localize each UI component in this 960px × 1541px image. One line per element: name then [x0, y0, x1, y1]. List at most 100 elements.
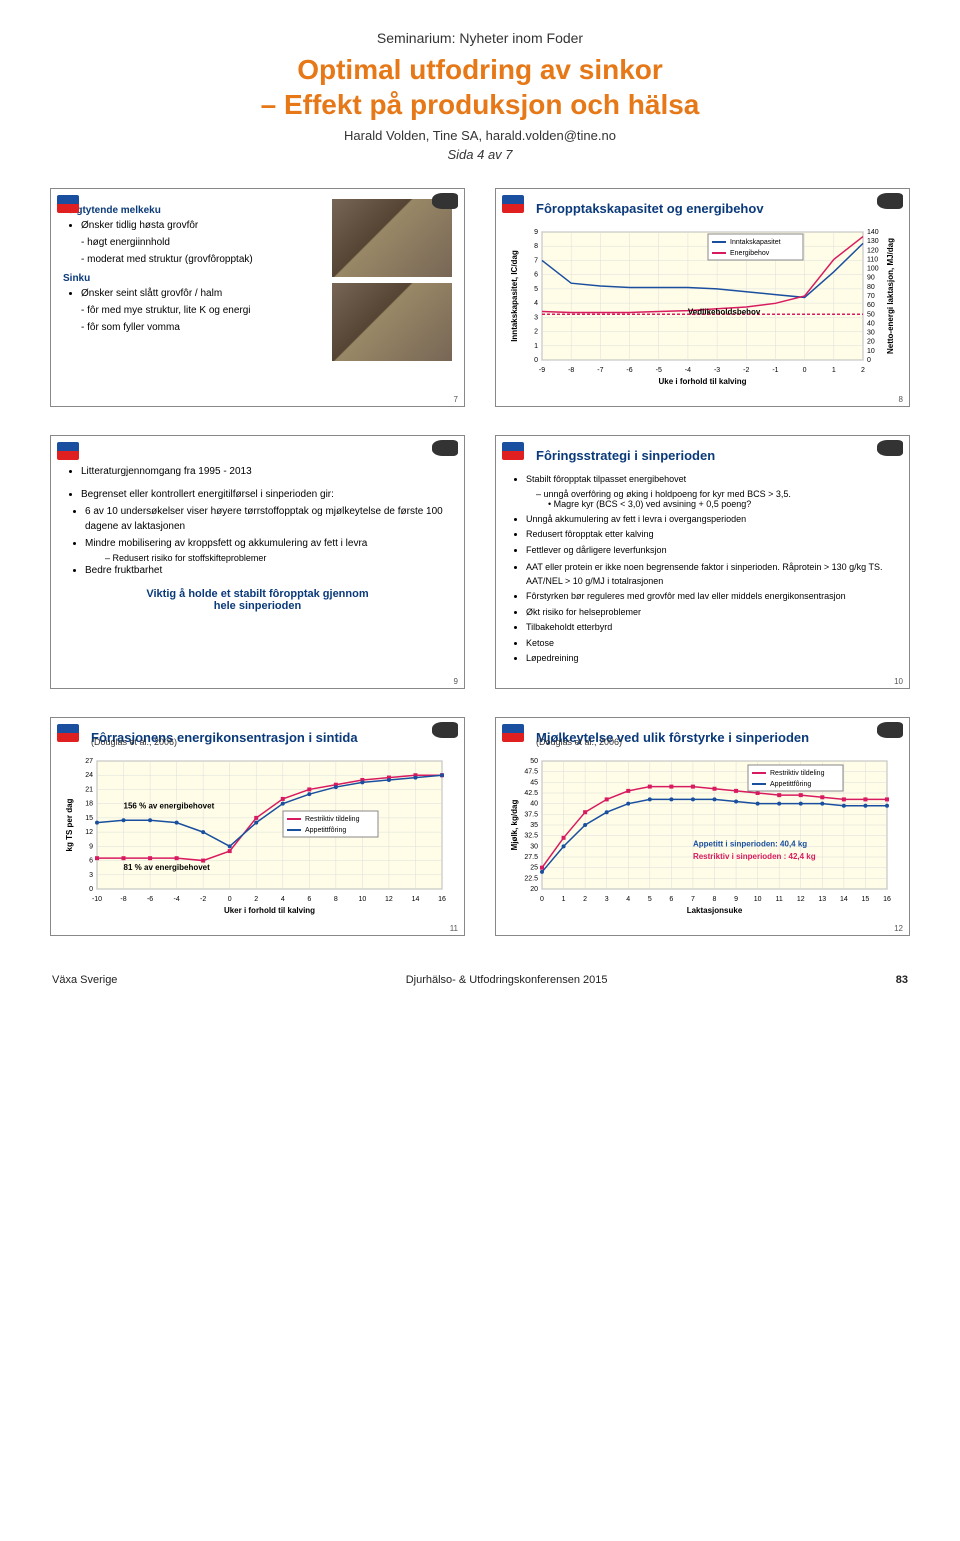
- s10-b2s: Redusert fôropptak etter kalving Fettlev…: [508, 528, 897, 557]
- slide-num-9: 9: [454, 677, 458, 686]
- svg-text:10: 10: [867, 348, 875, 355]
- svg-text:27: 27: [85, 758, 93, 765]
- svg-text:8: 8: [334, 896, 338, 903]
- svg-text:13: 13: [818, 896, 826, 903]
- svg-text:100: 100: [867, 266, 879, 273]
- svg-text:Inntakskapasitet: Inntakskapasitet: [730, 239, 781, 246]
- svg-text:-6: -6: [147, 896, 153, 903]
- cow-icon: [432, 193, 458, 209]
- s10-b5: Økt risiko for helseproblemer: [526, 606, 897, 620]
- footer-left: Växa Sverige: [52, 974, 117, 986]
- s7-l1-0: Ønsker tidlig høsta grovfôr: [81, 218, 322, 233]
- s10-b4: Fôrstyrken bør reguleres med grovfôr med…: [526, 590, 897, 604]
- svg-text:2: 2: [861, 367, 865, 374]
- svg-text:-7: -7: [597, 367, 603, 374]
- svg-text:18: 18: [85, 800, 93, 807]
- s10-b5s0: Tilbakeholdt etterbyrd: [526, 621, 897, 635]
- svg-text:0: 0: [228, 896, 232, 903]
- svg-text:12: 12: [797, 896, 805, 903]
- svg-text:-10: -10: [92, 896, 102, 903]
- svg-text:Laktasjonsuke: Laktasjonsuke: [687, 906, 743, 915]
- s10-b3: AAT eller protein er ikke noen begrensen…: [526, 561, 897, 588]
- svg-text:2: 2: [254, 896, 258, 903]
- svg-text:7: 7: [534, 257, 538, 264]
- svg-text:4: 4: [626, 896, 630, 903]
- slide-12: Mjølkeytelse ved ulik fôrstyrke i sinper…: [495, 717, 910, 936]
- svg-text:35: 35: [530, 822, 538, 829]
- svg-text:1: 1: [534, 343, 538, 350]
- svg-text:1: 1: [562, 896, 566, 903]
- s9-emph1: Viktig å holde et stabilt fôropptak gjen…: [146, 588, 368, 600]
- s10-list3: AAT eller protein er ikke noen begrensen…: [508, 561, 897, 619]
- svg-text:25: 25: [530, 864, 538, 871]
- s9-emph: Viktig å holde et stabilt fôropptak gjen…: [63, 588, 452, 612]
- svg-text:0: 0: [534, 357, 538, 364]
- svg-text:27.5: 27.5: [524, 854, 538, 861]
- cow-icon: [432, 722, 458, 738]
- svg-text:24: 24: [85, 772, 93, 779]
- svg-text:0: 0: [89, 886, 93, 893]
- s10-title: Fôringsstrategi i sinperioden: [536, 448, 897, 463]
- svg-text:47.5: 47.5: [524, 768, 538, 775]
- svg-text:130: 130: [867, 238, 879, 245]
- tine-logo-icon: [502, 724, 524, 742]
- svg-text:3: 3: [89, 871, 93, 878]
- svg-text:-3: -3: [714, 367, 720, 374]
- svg-text:0: 0: [540, 896, 544, 903]
- author-line: Harald Volden, Tine SA, harald.volden@ti…: [50, 128, 910, 143]
- footer-page-number: 83: [896, 974, 908, 986]
- svg-text:15: 15: [862, 896, 870, 903]
- svg-text:Restriktiv tildeling: Restriktiv tildeling: [305, 816, 360, 823]
- svg-text:20: 20: [867, 339, 875, 346]
- svg-text:3: 3: [605, 896, 609, 903]
- svg-text:16: 16: [438, 896, 446, 903]
- svg-text:9: 9: [89, 843, 93, 850]
- svg-text:120: 120: [867, 247, 879, 254]
- svg-text:2: 2: [583, 896, 587, 903]
- slide-10: Fôringsstrategi i sinperioden Stabilt fô…: [495, 435, 910, 689]
- svg-text:5: 5: [648, 896, 652, 903]
- svg-text:kg TS per dag: kg TS per dag: [65, 798, 74, 851]
- main-title: Optimal utfodring av sinkor – Effekt på …: [50, 52, 910, 122]
- svg-text:140: 140: [867, 229, 879, 236]
- svg-text:45: 45: [530, 779, 538, 786]
- s10-b5s1: Ketose: [526, 637, 897, 651]
- svg-text:Appetitt i sinperioden: 40,4 k: Appetitt i sinperioden: 40,4 kg: [693, 839, 807, 848]
- s7-head2: Sinku: [63, 273, 322, 284]
- slide-9: Litteraturgjennomgang fra 1995 - 2013 Be…: [50, 435, 465, 689]
- s9-b1: Litteraturgjennomgang fra 1995 - 2013: [81, 464, 452, 479]
- svg-text:81 % av energibehovet: 81 % av energibehovet: [124, 863, 211, 872]
- svg-text:40: 40: [867, 320, 875, 327]
- svg-text:-1: -1: [772, 367, 778, 374]
- svg-text:30: 30: [530, 843, 538, 850]
- svg-text:32.5: 32.5: [524, 832, 538, 839]
- svg-text:Appetittfôring: Appetittfôring: [305, 827, 346, 834]
- s9-list: Litteraturgjennomgang fra 1995 - 2013: [63, 464, 452, 479]
- svg-text:Uke i forhold til kalving: Uke i forhold til kalving: [658, 377, 746, 386]
- svg-text:50: 50: [530, 758, 538, 765]
- svg-text:6: 6: [669, 896, 673, 903]
- title-line2: – Effekt på produksjon och hälsa: [261, 89, 700, 120]
- slide-8: Fôropptakskapasitet og energibehov -9-8-…: [495, 188, 910, 407]
- s10-b1s1: – unngå overfôring og øking i holdpoeng …: [508, 489, 897, 499]
- svg-text:110: 110: [867, 256, 878, 263]
- s10-b1s2: • Magre kyr (BCS < 3,0) ved avsining + 0…: [508, 499, 897, 509]
- s9-sub: 6 av 10 undersøkelser viser høyere tørrs…: [67, 504, 452, 551]
- cow-icon: [877, 722, 903, 738]
- svg-text:15: 15: [85, 814, 93, 821]
- svg-text:1: 1: [832, 367, 836, 374]
- svg-text:20: 20: [530, 886, 538, 893]
- svg-text:9: 9: [734, 896, 738, 903]
- s7-head1: Høgtytende melkeku: [63, 205, 322, 216]
- svg-text:Inntakskapasitet, IC/dag: Inntakskapasitet, IC/dag: [510, 250, 519, 342]
- svg-text:6: 6: [307, 896, 311, 903]
- slide-7: Høgtytende melkeku Ønsker tidlig høsta g…: [50, 188, 465, 407]
- svg-text:90: 90: [867, 275, 875, 282]
- s8-title: Fôropptakskapasitet og energibehov: [536, 201, 897, 216]
- svg-text:10: 10: [754, 896, 762, 903]
- svg-text:14: 14: [412, 896, 420, 903]
- svg-text:0: 0: [867, 357, 871, 364]
- svg-text:-4: -4: [685, 367, 691, 374]
- svg-text:6: 6: [534, 272, 538, 279]
- s7-l2-0: Ønsker seint slått grovfôr / halm: [81, 286, 322, 301]
